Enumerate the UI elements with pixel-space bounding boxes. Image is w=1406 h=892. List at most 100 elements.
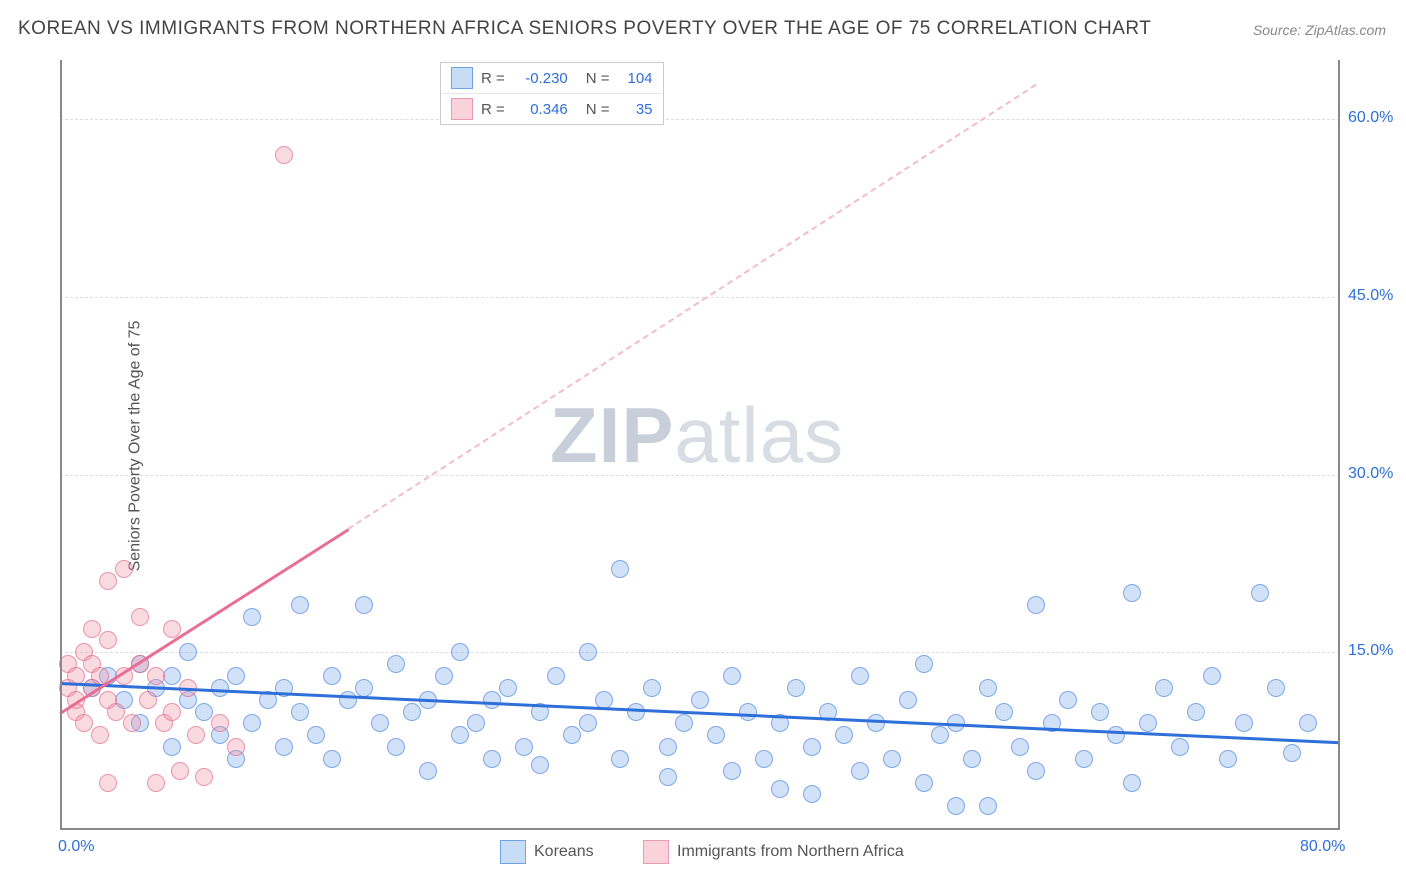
point-blue xyxy=(723,667,741,685)
point-blue xyxy=(547,667,565,685)
point-blue xyxy=(675,714,693,732)
point-pink xyxy=(131,608,149,626)
legend-r-value: 0.346 xyxy=(513,101,568,118)
point-pink xyxy=(163,703,181,721)
point-blue xyxy=(867,714,885,732)
point-blue xyxy=(1155,679,1173,697)
point-blue xyxy=(483,750,501,768)
point-blue xyxy=(723,762,741,780)
point-pink xyxy=(195,768,213,786)
point-blue xyxy=(1075,750,1093,768)
point-blue xyxy=(931,726,949,744)
point-pink xyxy=(139,691,157,709)
point-blue xyxy=(387,655,405,673)
point-blue xyxy=(659,768,677,786)
stats-legend-row: R =-0.230N =104 xyxy=(441,63,663,93)
point-blue xyxy=(467,714,485,732)
legend-r-value: -0.230 xyxy=(513,70,568,87)
y-axis-border xyxy=(60,60,62,830)
watermark: ZIPatlas xyxy=(550,390,844,481)
legend-n-value: 104 xyxy=(618,70,653,87)
point-blue xyxy=(611,560,629,578)
point-blue xyxy=(275,738,293,756)
point-blue xyxy=(515,738,533,756)
point-blue xyxy=(643,679,661,697)
legend-swatch xyxy=(451,67,473,89)
bottom-legend-item: Immigrants from Northern Africa xyxy=(643,840,904,864)
legend-swatch xyxy=(500,840,526,864)
point-blue xyxy=(755,750,773,768)
point-blue xyxy=(307,726,325,744)
point-blue xyxy=(243,714,261,732)
x-tick-label: 0.0% xyxy=(58,838,94,856)
point-blue xyxy=(1027,596,1045,614)
point-blue xyxy=(771,780,789,798)
point-blue xyxy=(627,703,645,721)
point-blue xyxy=(835,726,853,744)
y-tick-label: 45.0% xyxy=(1348,287,1395,305)
source-label: Source: ZipAtlas.com xyxy=(1253,22,1386,38)
point-blue xyxy=(291,596,309,614)
point-blue xyxy=(1187,703,1205,721)
point-blue xyxy=(499,679,517,697)
point-blue xyxy=(883,750,901,768)
point-blue xyxy=(355,596,373,614)
point-blue xyxy=(691,691,709,709)
point-blue xyxy=(899,691,917,709)
point-blue xyxy=(163,738,181,756)
point-blue xyxy=(851,667,869,685)
point-blue xyxy=(451,643,469,661)
point-blue xyxy=(915,774,933,792)
point-blue xyxy=(1139,714,1157,732)
point-blue xyxy=(195,703,213,721)
point-blue xyxy=(803,738,821,756)
point-pink xyxy=(275,146,293,164)
point-pink xyxy=(91,726,109,744)
point-pink xyxy=(83,620,101,638)
point-pink xyxy=(99,631,117,649)
watermark-light: atlas xyxy=(674,391,844,479)
point-pink xyxy=(211,714,229,732)
right-axis-border xyxy=(1338,60,1340,830)
point-pink xyxy=(187,726,205,744)
point-blue xyxy=(979,679,997,697)
point-blue xyxy=(915,655,933,673)
point-blue xyxy=(419,762,437,780)
point-blue xyxy=(323,750,341,768)
legend-swatch xyxy=(643,840,669,864)
stats-legend: R =-0.230N =104R =0.346N =35 xyxy=(440,62,664,125)
legend-r-label: R = xyxy=(481,70,505,87)
x-tick-label: 80.0% xyxy=(1300,838,1345,856)
point-blue xyxy=(659,738,677,756)
point-blue xyxy=(1267,679,1285,697)
point-pink xyxy=(171,762,189,780)
point-pink xyxy=(75,714,93,732)
point-blue xyxy=(179,643,197,661)
point-pink xyxy=(115,560,133,578)
legend-series-name: Immigrants from Northern Africa xyxy=(677,843,904,861)
point-blue xyxy=(1059,691,1077,709)
point-blue xyxy=(1171,738,1189,756)
chart-area: ZIPatlas 15.0%30.0%45.0%60.0% 0.0%80.0% … xyxy=(60,60,1340,830)
point-blue xyxy=(1027,762,1045,780)
point-blue xyxy=(851,762,869,780)
legend-n-label: N = xyxy=(586,101,610,118)
point-blue xyxy=(1299,714,1317,732)
point-blue xyxy=(1283,744,1301,762)
point-pink xyxy=(123,714,141,732)
x-axis-border xyxy=(60,828,1340,830)
point-blue xyxy=(531,756,549,774)
point-pink xyxy=(99,774,117,792)
point-blue xyxy=(995,703,1013,721)
point-blue xyxy=(211,679,229,697)
chart-title: KOREAN VS IMMIGRANTS FROM NORTHERN AFRIC… xyxy=(18,18,1151,40)
point-pink xyxy=(99,572,117,590)
point-blue xyxy=(323,667,341,685)
point-blue xyxy=(803,785,821,803)
point-blue xyxy=(291,703,309,721)
point-blue xyxy=(579,643,597,661)
point-blue xyxy=(387,738,405,756)
point-pink xyxy=(227,738,245,756)
point-blue xyxy=(403,703,421,721)
point-blue xyxy=(451,726,469,744)
